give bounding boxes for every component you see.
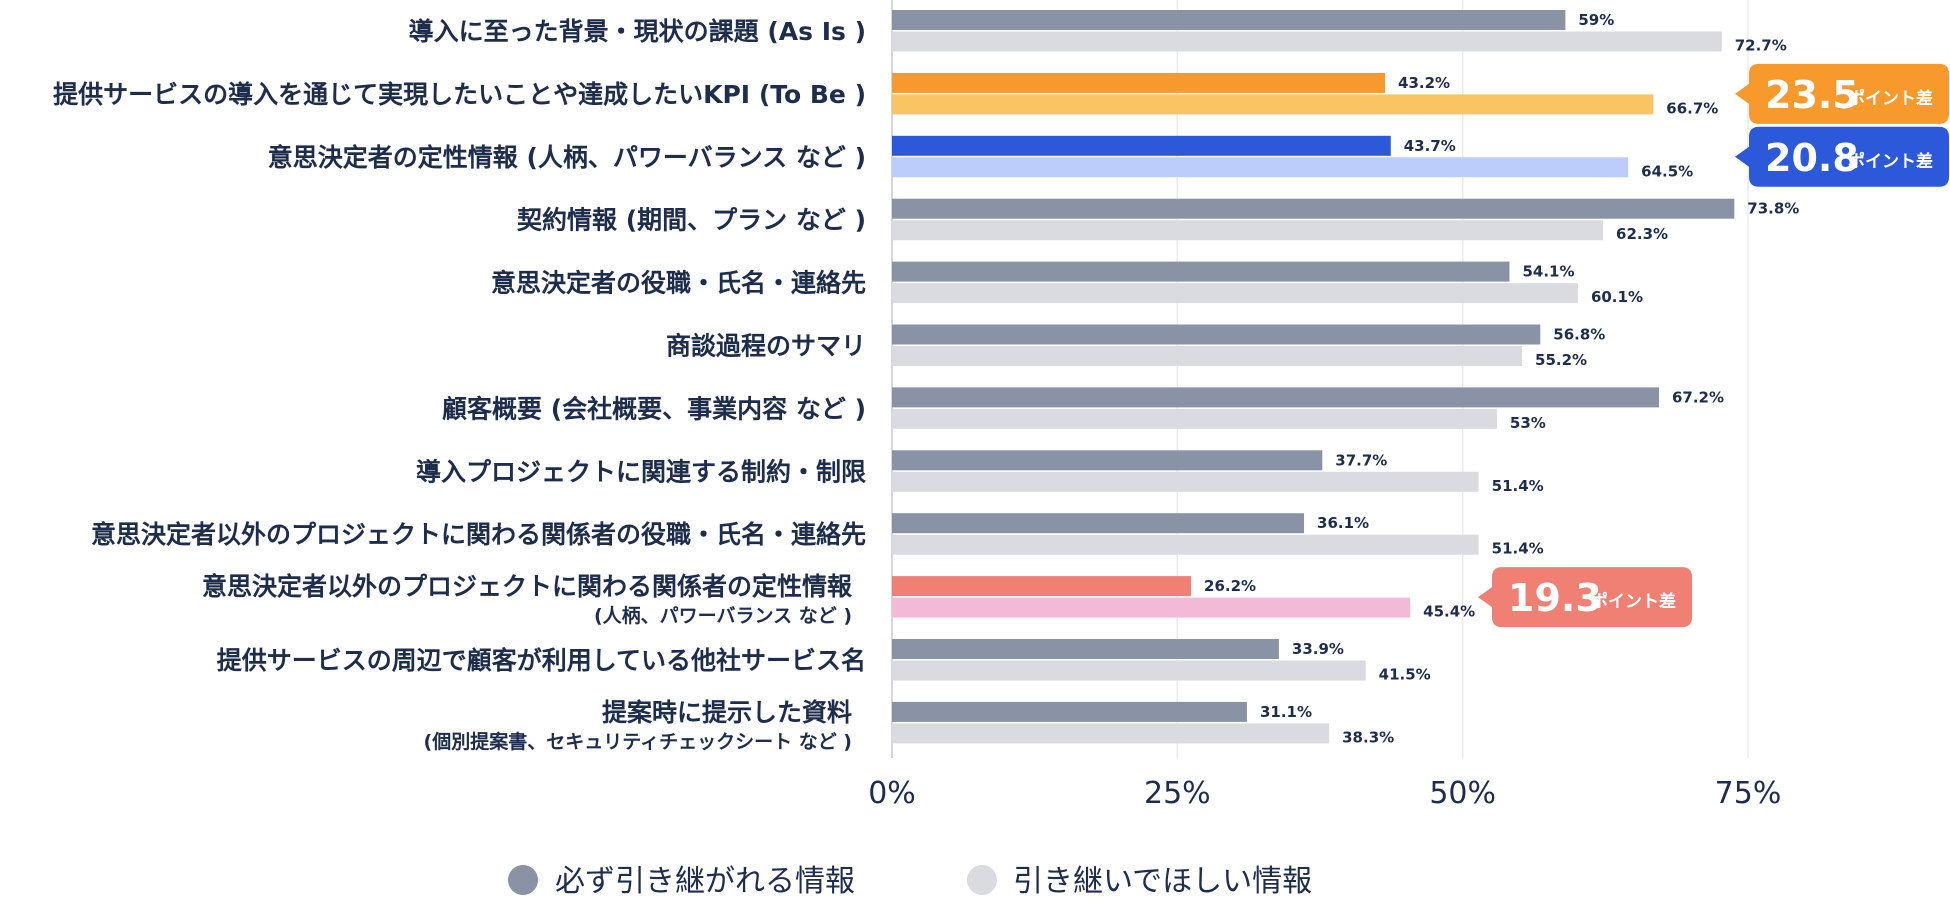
category-label-5: 商談過程のサマリ — [666, 332, 866, 361]
bar-must-0 — [892, 10, 1566, 30]
category-labels: 導入に至った背景・現状の課題 (As Is ) 提供サービスの導入を通じて実現した… — [53, 17, 866, 753]
value-label-want-8: 51.4% — [1492, 540, 1544, 558]
bar-want-9 — [892, 597, 1411, 618]
x-tick-label-25: 25% — [1144, 776, 1211, 811]
bar-must-10 — [892, 639, 1279, 659]
value-label-want-6: 53% — [1510, 414, 1546, 432]
bars — [892, 10, 1735, 744]
bar-want-6 — [892, 408, 1497, 429]
bar-must-11 — [892, 701, 1247, 722]
value-label-must-4: 54.1% — [1522, 263, 1574, 281]
value-label-want-2: 64.5% — [1641, 162, 1693, 180]
value-labels: 59% 72.7% 43.2% 66.7% 43.7% 64.5% 73.8% 62.3% 54… — [1204, 11, 1799, 746]
bar-want-1 — [892, 94, 1654, 115]
value-label-must-11: 31.1% — [1260, 703, 1312, 721]
bar-want-7 — [892, 471, 1479, 492]
x-tick-label-50: 50% — [1429, 776, 1496, 811]
category-label-7: 導入プロジェクトに関連する制約・制限 — [416, 457, 866, 486]
category-sublabel-9: (人柄、パワーバランス など ) — [594, 605, 852, 627]
value-label-must-1: 43.2% — [1398, 74, 1450, 92]
legend-marker-0 — [508, 865, 538, 895]
callout-value-2: 19.3 — [1508, 576, 1602, 620]
bar-want-10 — [892, 660, 1366, 681]
x-axis-ticks: 0% 25% 50% 75% — [868, 776, 1781, 811]
category-label-3: 契約情報 (期間、プラン など ) — [517, 206, 866, 235]
bar-must-6 — [892, 387, 1659, 408]
callout-unit-1: ポイント差 — [1848, 151, 1933, 172]
value-label-want-9: 45.4% — [1423, 603, 1475, 621]
value-label-want-5: 55.2% — [1535, 351, 1587, 369]
category-label-8: 意思決定者以外のプロジェクトに関わる関係者の役職・氏名・連絡先 — [91, 520, 866, 549]
value-label-must-8: 36.1% — [1317, 514, 1369, 532]
bar-must-3 — [892, 198, 1735, 219]
bar-want-11 — [892, 723, 1330, 744]
bar-must-8 — [892, 513, 1305, 534]
bar-must-1 — [892, 72, 1386, 93]
value-label-want-7: 51.4% — [1492, 477, 1544, 495]
category-label-2: 意思決定者の定性情報 (人柄、パワーバランス など ) — [268, 143, 866, 172]
legend-label-0: 必ず引き継がれる情報 — [555, 864, 855, 899]
callout-bubble-1 — [1735, 126, 1949, 187]
category-label-11: 提案時に提示した資料 — [602, 698, 852, 727]
legend-label-1: 引き継いでほしい情報 — [1013, 864, 1312, 899]
value-label-want-0: 72.7% — [1735, 37, 1787, 55]
x-tick-label-75: 75% — [1715, 776, 1782, 811]
value-label-want-1: 66.7% — [1666, 99, 1718, 117]
legend: 必ず引き継がれる情報 引き継いでほしい情報 — [508, 864, 1312, 899]
category-sublabel-11: (個別提案書、セキュリティチェックシート など ) — [424, 730, 852, 753]
bar-want-3 — [892, 220, 1604, 241]
value-label-want-3: 62.3% — [1616, 225, 1668, 243]
bar-must-9 — [892, 576, 1192, 597]
category-label-6: 顧客概要 (会社概要、事業内容 など ) — [442, 394, 866, 423]
category-label-10: 提供サービスの周辺で顧客が利用している他社サービス名 — [217, 646, 866, 675]
bar-must-2 — [892, 135, 1391, 156]
legend-marker-1 — [967, 865, 997, 895]
bar-want-0 — [892, 31, 1722, 52]
category-label-0: 導入に至った背景・現状の課題 (As Is ) — [409, 17, 866, 46]
x-tick-label-0: 0% — [868, 776, 916, 811]
value-label-must-9: 26.2% — [1204, 577, 1256, 595]
callout-bubble-2 — [1478, 567, 1692, 628]
callout-unit-0: ポイント差 — [1848, 88, 1933, 109]
value-label-must-6: 67.2% — [1672, 388, 1724, 406]
callout-unit-2: ポイント差 — [1591, 591, 1676, 612]
bar-want-5 — [892, 346, 1523, 366]
value-label-must-5: 56.8% — [1553, 326, 1605, 344]
value-label-want-4: 60.1% — [1591, 288, 1643, 306]
value-label-must-0: 59% — [1578, 11, 1614, 29]
bar-want-4 — [892, 283, 1578, 304]
bar-must-5 — [892, 324, 1541, 345]
value-label-must-7: 37.7% — [1335, 451, 1387, 469]
value-label-want-10: 41.5% — [1379, 666, 1431, 684]
category-label-4: 意思決定者の役職・氏名・連絡先 — [491, 269, 866, 298]
value-label-must-2: 43.7% — [1404, 137, 1456, 155]
callout-bubble-0 — [1735, 63, 1949, 124]
bar-must-7 — [892, 450, 1323, 471]
value-label-want-11: 38.3% — [1342, 728, 1394, 746]
value-label-must-10: 33.9% — [1292, 640, 1344, 658]
callout-value-1: 20.8 — [1765, 136, 1859, 180]
grid-lines — [891, 0, 1749, 758]
bar-want-8 — [892, 534, 1479, 555]
bar-want-2 — [892, 157, 1629, 178]
value-label-must-3: 73.8% — [1747, 200, 1799, 218]
bar-must-4 — [892, 261, 1510, 282]
category-label-1: 提供サービスの導入を通じて実現したいことや達成したいKPI (To Be ) — [53, 80, 866, 109]
category-label-9: 意思決定者以外のプロジェクトに関わる関係者の定性情報 — [202, 572, 853, 601]
callout-value-0: 23.5 — [1765, 73, 1859, 117]
